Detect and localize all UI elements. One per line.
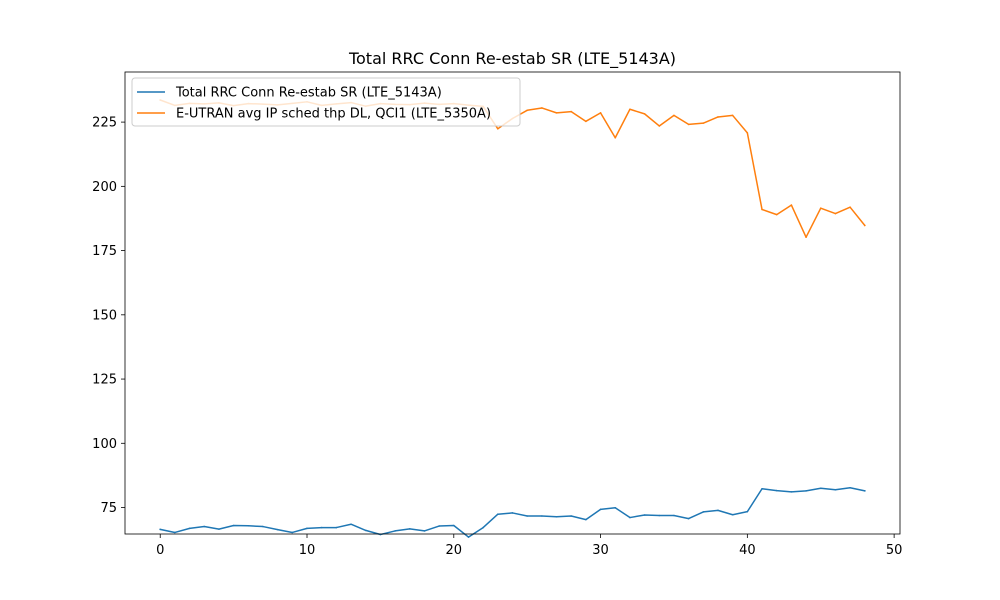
data-point-1-29 <box>585 120 587 123</box>
data-point-1-25 <box>526 109 528 112</box>
data-point-0-32 <box>629 516 631 519</box>
data-point-0-33 <box>643 514 646 516</box>
y-tick-label-4: 175 <box>92 244 117 259</box>
y-tick-label-3: 150 <box>92 308 117 323</box>
data-point-1-46 <box>834 212 837 215</box>
data-point-0-4 <box>218 528 220 530</box>
data-point-1-39 <box>731 114 734 117</box>
data-point-0-28 <box>570 515 573 517</box>
data-point-0-42 <box>775 489 778 492</box>
data-point-0-23 <box>497 513 499 516</box>
data-point-1-44 <box>805 236 807 239</box>
x-tick-label-1: 10 <box>299 543 316 558</box>
data-point-1-36 <box>687 123 690 126</box>
data-point-0-44 <box>805 490 807 492</box>
plot-area: 0 10 20 30 40 50 75 100 125 150 175 200 225 <box>92 71 902 558</box>
y-tick-label-5: 200 <box>92 180 117 195</box>
y-tick-label-1: 100 <box>92 437 117 452</box>
legend-label-0: Total RRC Conn Re-estab SR (LTE_5143A) <box>175 86 442 101</box>
x-tick-label-4: 40 <box>739 543 756 558</box>
data-point-0-7 <box>262 525 264 528</box>
x-tick-label-5: 50 <box>886 543 903 558</box>
data-point-1-40 <box>746 132 749 134</box>
legend-box <box>131 77 521 127</box>
data-point-1-42 <box>775 213 778 216</box>
data-point-0-26 <box>541 515 543 517</box>
data-point-0-6 <box>247 524 250 527</box>
x-tick-label-0: 0 <box>156 543 164 558</box>
data-point-0-46 <box>834 489 837 491</box>
data-point-0-8 <box>276 528 279 531</box>
y-tick-label-0: 75 <box>100 501 117 516</box>
data-point-0-21 <box>467 536 470 538</box>
y-tick-label-6: 225 <box>92 116 117 131</box>
data-point-0-12 <box>335 526 338 529</box>
data-point-0-37 <box>702 511 705 513</box>
legend-label-1: E-UTRAN avg IP sched thp DL, QCI1 (LTE_5… <box>176 107 491 122</box>
data-point-0-43 <box>790 491 793 493</box>
data-point-0-39 <box>731 513 734 516</box>
axes-frame <box>124 71 901 535</box>
data-point-0-47 <box>849 486 851 489</box>
data-point-0-48 <box>863 490 866 492</box>
data-point-0-16 <box>394 530 396 532</box>
data-point-1-33 <box>643 113 646 115</box>
data-point-0-27 <box>555 515 558 518</box>
data-point-1-47 <box>849 206 851 208</box>
data-point-1-28 <box>570 110 573 113</box>
data-point-0-20 <box>452 524 455 527</box>
data-point-0-3 <box>203 525 206 528</box>
data-point-1-34 <box>658 125 661 127</box>
data-point-0-24 <box>511 512 514 514</box>
data-point-0-22 <box>482 526 484 529</box>
data-point-1-26 <box>541 107 543 109</box>
data-point-0-31 <box>614 506 617 509</box>
y-axis: 75 100 125 150 175 200 225 <box>92 116 125 516</box>
data-point-1-32 <box>629 108 631 111</box>
data-point-0-34 <box>658 514 661 517</box>
data-point-0-45 <box>819 487 822 490</box>
data-point-0-25 <box>526 515 528 517</box>
data-point-1-41 <box>761 208 763 211</box>
data-point-0-14 <box>364 529 367 532</box>
y-tick-label-2: 125 <box>92 373 117 388</box>
data-point-0-36 <box>687 517 690 520</box>
data-point-1-43 <box>790 204 793 206</box>
data-point-0-11 <box>320 526 323 529</box>
data-point-0-19 <box>438 525 440 527</box>
x-tick-label-3: 30 <box>592 543 609 558</box>
data-point-1-27 <box>555 112 558 114</box>
data-point-1-37 <box>702 122 705 124</box>
data-point-0-40 <box>746 510 749 513</box>
data-point-0-0 <box>159 528 162 531</box>
data-point-0-38 <box>717 509 719 512</box>
data-point-0-13 <box>350 523 352 526</box>
data-point-0-10 <box>306 527 308 530</box>
x-tick-label-2: 20 <box>446 543 463 558</box>
data-point-1-30 <box>599 112 602 114</box>
data-point-0-2 <box>188 527 191 530</box>
data-point-1-48 <box>863 224 866 227</box>
data-point-0-5 <box>232 524 235 527</box>
data-point-0-1 <box>174 531 176 534</box>
chart-title: Total RRC Conn Re-estab SR (LTE_5143A) <box>348 49 676 69</box>
data-point-0-18 <box>423 530 426 532</box>
data-point-0-29 <box>585 518 587 521</box>
legend: Total RRC Conn Re-estab SR (LTE_5143A) E-… <box>131 77 521 127</box>
data-point-0-41 <box>761 487 763 490</box>
data-point-1-35 <box>673 114 675 117</box>
axes-background <box>125 72 900 534</box>
data-point-0-9 <box>291 531 294 534</box>
x-axis: 0 10 20 30 40 50 <box>156 534 902 558</box>
data-point-1-31 <box>614 136 617 139</box>
data-point-0-35 <box>673 514 675 517</box>
data-point-1-45 <box>819 207 822 209</box>
series-0 <box>159 486 866 538</box>
data-point-1-23 <box>497 127 499 130</box>
data-point-0-30 <box>599 508 602 511</box>
data-point-1-38 <box>717 116 719 118</box>
data-point-0-17 <box>408 528 411 530</box>
